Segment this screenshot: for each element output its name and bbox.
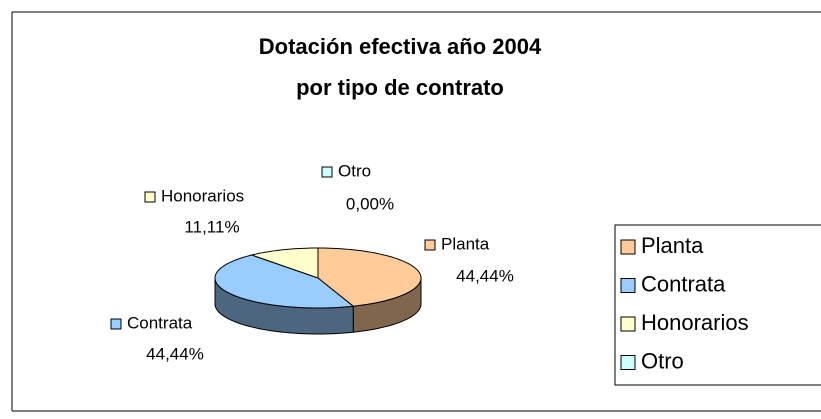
data-label: 11,11% xyxy=(184,217,239,236)
pie-slice xyxy=(214,254,355,309)
legend-label: Planta xyxy=(641,233,704,258)
label-swatch xyxy=(424,239,436,251)
data-label: 44,44% xyxy=(146,344,204,363)
label-swatch xyxy=(144,191,156,203)
pie-slice xyxy=(317,247,422,307)
data-label-name: Contrata xyxy=(127,313,193,332)
legend-swatch xyxy=(620,278,636,293)
data-label-name: Honorarios xyxy=(161,186,244,205)
data-label-name: Otro xyxy=(338,161,371,180)
chart-title: por tipo de contrato xyxy=(296,75,504,100)
data-label: 0,00% xyxy=(346,194,394,213)
label-swatch xyxy=(110,318,122,330)
legend-label: Contrata xyxy=(641,271,726,296)
pie-slice xyxy=(250,247,319,279)
data-label-name: Planta xyxy=(441,234,490,253)
legend-swatch xyxy=(620,355,636,370)
pie-tops xyxy=(214,247,422,309)
legend-label: Honorarios xyxy=(641,310,749,335)
legend-swatch xyxy=(620,316,636,332)
legend-label: Otro xyxy=(641,348,684,373)
chart-title: Dotación efectiva año 2004 xyxy=(259,34,542,59)
data-label: 44,44% xyxy=(456,266,514,285)
legend-swatch xyxy=(620,239,636,255)
label-swatch xyxy=(321,166,333,178)
legend-box xyxy=(614,224,821,386)
